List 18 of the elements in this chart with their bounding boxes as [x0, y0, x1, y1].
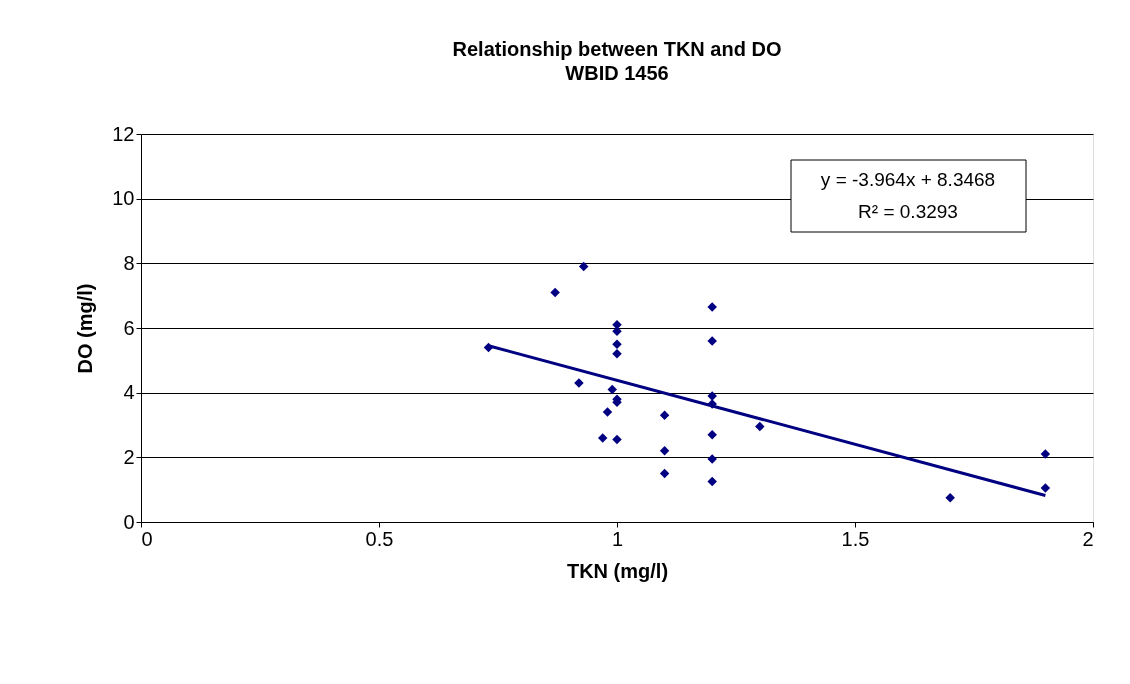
x-tick-label: 1.5 [841, 527, 870, 550]
x-tick-label: 0.5 [365, 527, 394, 550]
chart-title: Relationship between TKN and DO [452, 38, 782, 60]
y-tick-label: 0 [123, 510, 135, 533]
x-tick-label: 2 [1082, 527, 1094, 550]
annotation: R² = 0.3293 [858, 201, 958, 222]
y-tick-label: 10 [112, 187, 135, 210]
y-tick-label: 6 [123, 316, 135, 339]
x-tick-label: 0 [141, 527, 153, 550]
x-tick-label: 1 [611, 527, 624, 550]
y-tick-label: 12 [112, 122, 135, 145]
chart-subtitle: WBID 1456 [565, 62, 669, 84]
y-tick-label: 8 [123, 251, 135, 274]
y-tick-label: 2 [123, 445, 135, 468]
annotation: y = -3.964x + 8.3468 [820, 169, 996, 190]
y-tick-label: 4 [123, 381, 135, 404]
x-axis-title: TKN (mg/l) [566, 559, 669, 582]
y-axis-title: DO (mg/l) [74, 283, 97, 374]
